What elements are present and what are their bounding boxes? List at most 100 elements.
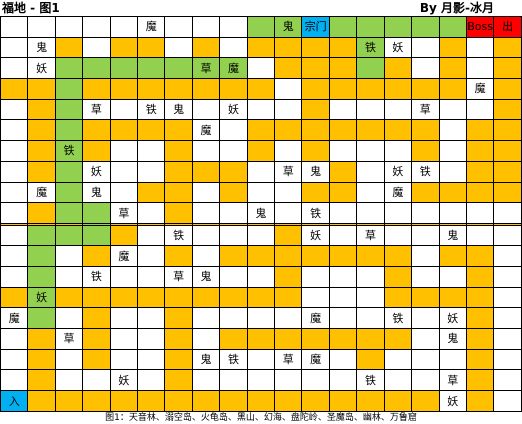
wall-tile (301, 36, 330, 59)
wall-tile (411, 140, 440, 162)
empty-tile (328, 265, 358, 288)
empty-tile (356, 307, 385, 330)
empty-tile (137, 328, 166, 350)
empty-tile (328, 348, 358, 371)
wall-tile (356, 328, 385, 350)
empty-tile (219, 265, 248, 288)
map-row: 妖 (0, 286, 522, 309)
wall-tile (411, 119, 440, 142)
wall-tile (411, 286, 440, 309)
path-tile (27, 307, 56, 330)
wall-tile (191, 78, 221, 100)
empty-tile: 草 (438, 369, 467, 392)
entrance-tile: 入 (0, 390, 29, 412)
wall-tile (465, 286, 495, 309)
sect-tile: 宗门 (301, 16, 330, 38)
empty-tile (246, 369, 276, 392)
empty-tile (411, 245, 440, 267)
wall-tile (219, 160, 248, 183)
empty-tile (411, 36, 440, 59)
wall-tile (328, 390, 358, 412)
empty-tile: 魔 (465, 78, 495, 100)
empty-tile: 草 (54, 328, 84, 350)
wall-tile (383, 286, 413, 309)
empty-tile (137, 160, 166, 183)
empty-tile (383, 202, 413, 224)
empty-tile (356, 265, 385, 288)
empty-tile (493, 224, 522, 247)
empty-tile (109, 307, 139, 330)
wall-tile (274, 286, 303, 309)
wall-tile (274, 265, 303, 288)
empty-tile (0, 348, 29, 371)
empty-tile (438, 348, 467, 371)
empty-tile (411, 307, 440, 330)
path-tile (328, 16, 358, 38)
wall-tile (356, 119, 385, 142)
wall-tile (328, 181, 358, 204)
empty-tile (0, 119, 29, 142)
empty-tile (356, 181, 385, 204)
empty-tile: 鬼 (438, 224, 467, 247)
wall-tile (465, 245, 495, 267)
empty-tile: 鬼 (438, 328, 467, 350)
boss-tile: 出 (493, 16, 522, 38)
path-tile (82, 224, 111, 247)
path-tile (54, 57, 84, 80)
wall-tile (0, 286, 29, 309)
wall-tile (383, 78, 413, 100)
empty-tile (219, 140, 248, 162)
empty-tile: 铁 (164, 224, 193, 247)
path-tile: 妖 (27, 286, 56, 309)
wall-tile (301, 245, 330, 267)
empty-tile: 铁 (383, 307, 413, 330)
empty-tile (109, 265, 139, 288)
empty-tile (383, 98, 413, 121)
wall-tile (82, 348, 111, 371)
empty-tile (493, 286, 522, 309)
empty-tile (411, 348, 440, 371)
empty-tile: 妖 (438, 307, 467, 330)
empty-tile (219, 119, 248, 142)
path-tile (54, 98, 84, 121)
empty-tile: 妖 (383, 160, 413, 183)
empty-tile (137, 369, 166, 392)
wall-tile (301, 328, 330, 350)
empty-tile (383, 140, 413, 162)
wall-tile (246, 245, 276, 267)
wall-tile (82, 328, 111, 350)
empty-tile: 铁 (301, 202, 330, 224)
map-grid: 魔鬼宗门 Boss 出鬼铁妖妖草魔魔草铁鬼妖草魔铁妖草鬼妖铁魔鬼魔草鬼铁铁妖草鬼魔铁… (0, 16, 522, 412)
map-row: 妖铁草 (0, 369, 522, 392)
empty-tile (0, 160, 29, 183)
wall-tile (219, 328, 248, 350)
empty-tile: 鬼 (164, 98, 193, 121)
wall-tile (383, 328, 413, 350)
wall-tile (164, 348, 193, 371)
wall-tile (493, 57, 522, 80)
empty-tile (54, 265, 84, 288)
empty-tile (246, 265, 276, 288)
empty-tile (301, 286, 330, 309)
empty-tile (164, 16, 193, 38)
wall-tile (191, 36, 221, 59)
empty-tile (191, 328, 221, 350)
empty-tile (274, 202, 303, 224)
empty-tile (82, 16, 111, 38)
empty-tile (493, 202, 522, 224)
wall-tile (246, 328, 276, 350)
wall-tile (164, 160, 193, 183)
empty-tile (411, 57, 440, 80)
empty-tile: 魔 (109, 245, 139, 267)
path-tile (109, 57, 139, 80)
path-tile (82, 202, 111, 224)
wall-tile (27, 78, 56, 100)
map-row: 草 铁鬼 妖 草 (0, 98, 522, 121)
empty-tile (246, 224, 276, 247)
empty-tile (493, 265, 522, 288)
empty-tile (246, 181, 276, 204)
path-tile (54, 78, 84, 100)
wall-tile (493, 36, 522, 59)
wall-tile (438, 57, 467, 80)
path-tile (54, 119, 84, 142)
